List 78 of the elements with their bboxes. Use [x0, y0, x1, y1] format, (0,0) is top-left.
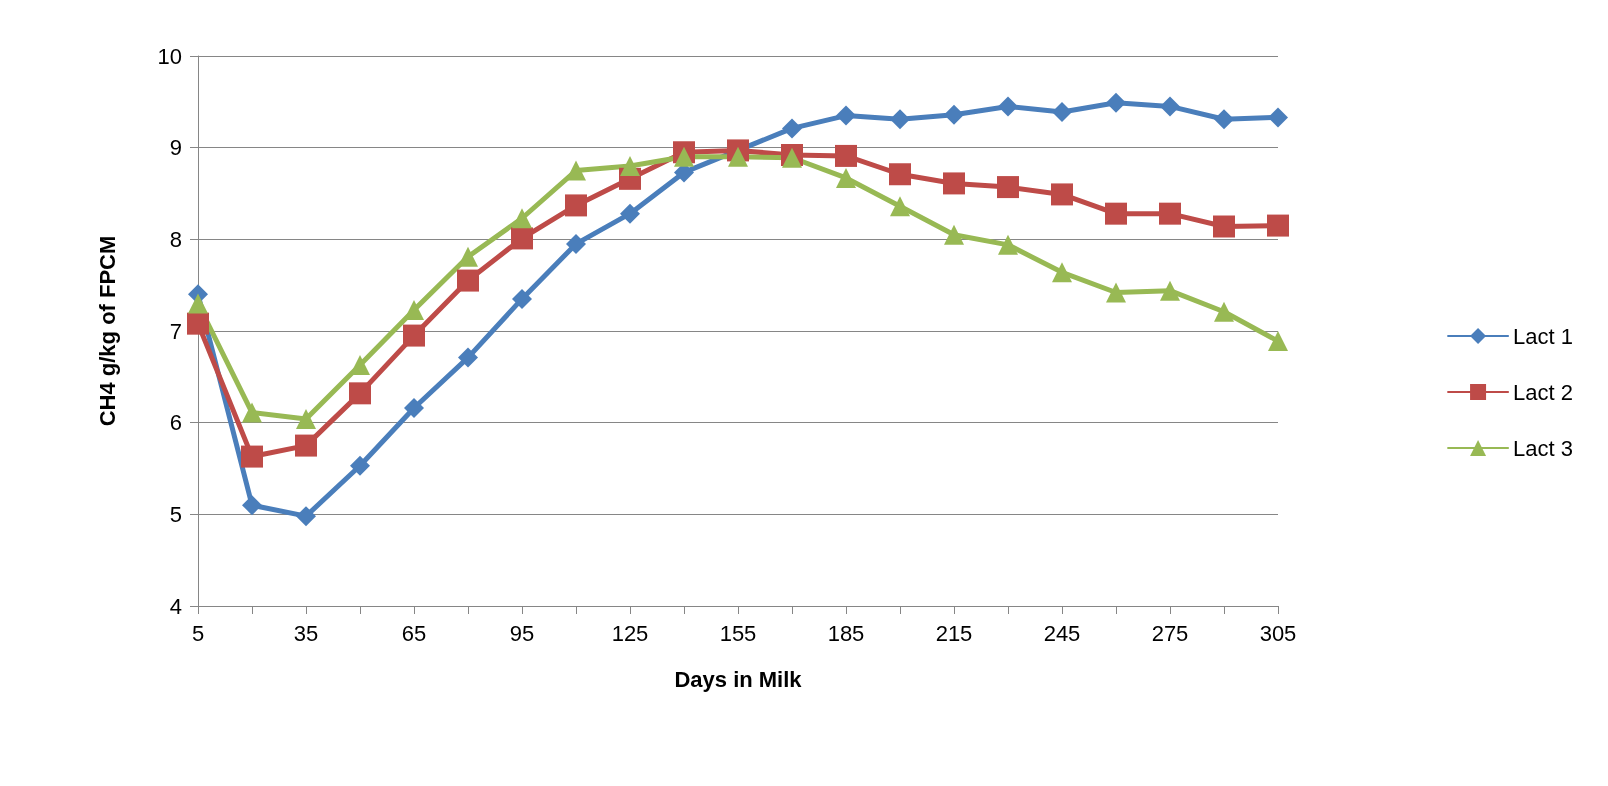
point	[1106, 282, 1126, 303]
x-axis-title: Days in Milk	[674, 666, 803, 692]
point	[349, 382, 371, 405]
point	[620, 156, 640, 176]
point	[566, 160, 586, 181]
x-tick-label: 215	[935, 620, 973, 646]
point	[728, 146, 748, 167]
point	[943, 172, 965, 195]
point	[889, 163, 911, 186]
y-tick-label: 9	[169, 135, 182, 161]
y-tick-label: 10	[157, 43, 182, 69]
x-tick-label: 185	[827, 620, 865, 646]
point	[458, 246, 478, 267]
point	[890, 109, 910, 130]
point	[1268, 331, 1288, 352]
point	[1051, 183, 1073, 206]
legend-label: Lact 1	[1513, 323, 1574, 349]
legend-label: Lact 3	[1513, 435, 1574, 461]
point	[1159, 202, 1181, 225]
y-tick-label: 6	[169, 410, 182, 436]
point	[242, 495, 262, 516]
x-tick-label: 125	[611, 620, 649, 646]
point	[1052, 101, 1072, 122]
point	[188, 293, 208, 314]
x-tick-label: 65	[401, 620, 427, 646]
y-axis-title: CH4 g/kg of FPCM	[94, 235, 120, 427]
point	[998, 234, 1018, 255]
point	[1052, 262, 1072, 283]
point	[782, 118, 802, 139]
point	[295, 434, 317, 457]
point	[890, 196, 910, 217]
point	[512, 288, 532, 309]
y-tick-label: 4	[169, 593, 182, 619]
point	[944, 224, 964, 245]
point	[997, 176, 1019, 199]
point	[1214, 301, 1234, 322]
point	[1160, 280, 1180, 301]
point	[1160, 96, 1180, 117]
point	[1267, 214, 1289, 237]
point	[944, 104, 964, 125]
y-tick-label: 7	[169, 318, 182, 344]
point	[403, 324, 425, 347]
legend-label: Lact 2	[1513, 379, 1574, 405]
x-tick-label: 155	[719, 620, 757, 646]
point	[1213, 215, 1235, 238]
point	[836, 167, 856, 188]
point	[836, 105, 856, 126]
point	[674, 146, 694, 167]
y-tick-label: 5	[169, 501, 182, 527]
x-tick-label: 245	[1043, 620, 1081, 646]
point	[566, 233, 586, 254]
x-tick-label: 5	[191, 620, 205, 646]
x-tick-label: 305	[1259, 620, 1297, 646]
point	[296, 409, 316, 429]
x-tick-label: 95	[509, 620, 535, 646]
point	[835, 144, 857, 167]
point	[458, 347, 478, 368]
point	[511, 227, 533, 250]
point	[565, 194, 587, 217]
x-tick-label: 275	[1151, 620, 1189, 646]
point	[404, 299, 424, 320]
point	[620, 203, 640, 224]
point	[512, 208, 532, 229]
point	[1106, 92, 1126, 113]
point	[350, 354, 370, 375]
point	[241, 445, 263, 468]
x-tick-label: 35	[293, 620, 319, 646]
point	[1268, 107, 1288, 128]
y-tick-label: 8	[169, 226, 182, 252]
point	[998, 96, 1018, 117]
point	[242, 402, 262, 423]
point	[350, 455, 370, 476]
point	[1105, 202, 1127, 225]
point	[296, 506, 316, 527]
point	[187, 312, 209, 335]
point	[404, 398, 424, 418]
point	[1214, 109, 1234, 130]
point	[457, 269, 479, 292]
